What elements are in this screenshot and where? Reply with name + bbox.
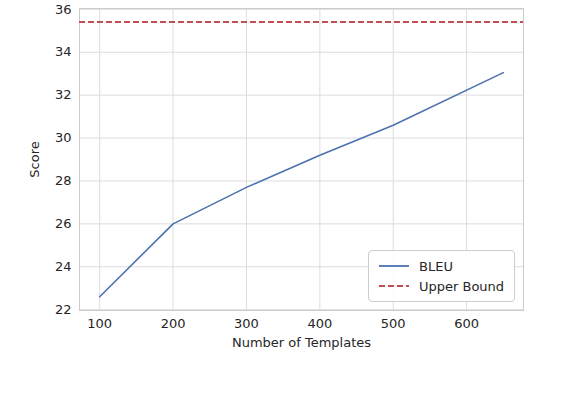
svg-text:300: 300 bbox=[234, 316, 259, 331]
svg-text:22: 22 bbox=[55, 302, 72, 317]
svg-text:32: 32 bbox=[55, 87, 72, 102]
svg-text:26: 26 bbox=[55, 216, 72, 231]
svg-text:500: 500 bbox=[381, 316, 406, 331]
svg-text:Number of Templates: Number of Templates bbox=[232, 335, 371, 350]
svg-text:36: 36 bbox=[55, 2, 72, 17]
html-text:Upper Bound: Upper Bound bbox=[419, 278, 505, 294]
svg-text:30: 30 bbox=[55, 130, 72, 145]
html-text:BLEU: BLEU bbox=[419, 258, 453, 274]
svg-text:200: 200 bbox=[161, 316, 186, 331]
svg-text:34: 34 bbox=[55, 44, 72, 59]
svg-text:28: 28 bbox=[55, 173, 72, 188]
svg-text:600: 600 bbox=[454, 316, 479, 331]
svg-text:24: 24 bbox=[55, 259, 72, 274]
svg-text:Score: Score bbox=[27, 141, 42, 177]
svg-text:100: 100 bbox=[87, 316, 112, 331]
svg-text:400: 400 bbox=[307, 316, 332, 331]
